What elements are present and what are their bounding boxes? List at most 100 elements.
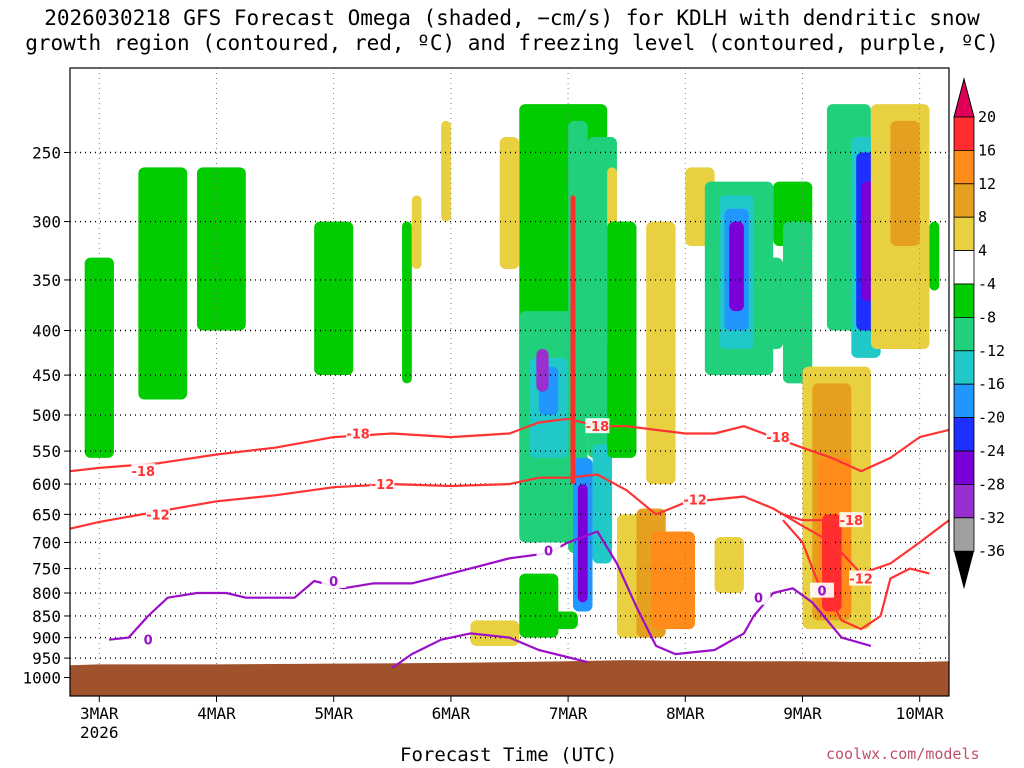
colorbar-label: 4 <box>978 242 987 260</box>
plot-frame <box>69 67 950 697</box>
omega-region <box>548 611 578 630</box>
y-tick-label: 300 <box>32 213 61 232</box>
colorbar-segment <box>953 316 975 352</box>
omega-region <box>536 348 549 392</box>
colorbar-label: 8 <box>978 208 987 226</box>
y-tick-label: 700 <box>32 533 61 552</box>
x-tick-label: 8MAR <box>666 704 705 723</box>
colorbar-label: -8 <box>978 308 996 326</box>
contour-label-bg <box>321 572 346 588</box>
colorbar-segment <box>953 116 975 151</box>
colorbar-segment <box>953 383 975 419</box>
contour-label-bg <box>131 463 156 479</box>
omega-region <box>890 120 920 246</box>
x-tick-label: 10MAR <box>896 704 945 723</box>
contour-label-bg <box>810 582 835 598</box>
contour-label-bg <box>370 476 395 492</box>
contour-label: -18 <box>346 427 370 442</box>
ground-terrain <box>70 660 949 696</box>
contour-label: 0 <box>144 634 153 649</box>
contour-label-bg <box>746 589 771 605</box>
y-tick-label: 900 <box>32 629 61 648</box>
x-tick-label: 7MAR <box>549 704 588 723</box>
x-tick-label: 6MAR <box>432 704 471 723</box>
omega-region <box>714 536 744 594</box>
contour-label: -12 <box>371 478 395 493</box>
omega-region <box>729 221 744 312</box>
omega-region <box>402 221 412 384</box>
colorbar-label: -32 <box>978 509 1005 527</box>
y-tick-label: 650 <box>32 505 61 524</box>
omega-region <box>499 137 520 269</box>
contour-label-bg <box>346 425 371 441</box>
contour-label: -18 <box>132 465 156 480</box>
y-tick-label: 250 <box>32 144 61 163</box>
y-tick-label: 600 <box>32 475 61 494</box>
x-tick-label: 3MAR <box>80 704 119 723</box>
colorbar-segment <box>953 417 975 452</box>
colorbar-segment <box>953 483 975 519</box>
colorbar-bottom-arrow <box>954 551 974 590</box>
y-tick-label: 500 <box>32 406 61 425</box>
colorbar-segment <box>953 450 975 485</box>
omega-region <box>646 221 676 485</box>
contour-label-bg <box>849 570 874 586</box>
colorbar-segment <box>953 517 975 552</box>
x-axis-label: Forecast Time (UTC) <box>400 744 618 766</box>
y-tick-label: 350 <box>32 271 61 290</box>
omega-region <box>84 257 114 458</box>
contour-line <box>782 519 930 631</box>
chart-title: 2026030218 GFS Forecast Omega (shaded, −… <box>0 6 1024 56</box>
contour-line <box>70 417 949 473</box>
contour-line <box>391 632 588 669</box>
contour-label: -18 <box>586 420 610 435</box>
omega-region <box>138 167 188 400</box>
colorbar-segment <box>953 250 975 285</box>
contour-label: -18 <box>766 431 790 446</box>
colorbar-label: -4 <box>978 275 996 293</box>
temperature-contours: -18 -18 -18 -18 -12 -12 -12 -18 -12 0 0 0 0 0 <box>70 417 949 669</box>
omega-region <box>441 120 451 222</box>
x-tick-label: 9MAR <box>783 704 822 723</box>
y-tick-label: 800 <box>32 584 61 603</box>
colorbar-segment <box>953 183 975 218</box>
colorbar-label: -12 <box>978 342 1005 360</box>
omega-region <box>577 484 588 603</box>
contour-label-bg <box>585 418 610 434</box>
contour-label-bg <box>683 491 708 507</box>
x-tick-label: 4MAR <box>197 704 236 723</box>
x-tick-label: 5MAR <box>314 704 353 723</box>
omega-region <box>196 167 246 331</box>
contour-label-bg <box>839 512 864 528</box>
contour-label: -18 <box>840 514 864 529</box>
colorbar-segment <box>953 216 975 251</box>
contour-line <box>782 513 842 522</box>
y-tick-label: 550 <box>32 442 61 461</box>
contour-label-bg <box>766 429 791 445</box>
y-axis: 250 300 350 400 450 500 550 600 650 700 750 800 850 9… <box>22 144 70 688</box>
omega-region <box>782 221 813 384</box>
x-tick-year: 2026 <box>80 723 119 742</box>
colorbar-segment <box>953 283 975 318</box>
omega-region <box>753 257 783 349</box>
y-tick-label: 450 <box>32 366 61 385</box>
colorbar-label: -36 <box>978 542 1005 560</box>
omega-region <box>929 221 940 291</box>
y-tick-label: 850 <box>32 607 61 626</box>
contour-label: 0 <box>544 544 553 559</box>
colorbar: 20 16 12 8 4 -4 -8 -12 -16 -20 -24 -28 -32 -36 <box>953 77 1005 590</box>
credit-link[interactable]: coolwx.com/models <box>826 745 980 763</box>
contour-label-bg <box>536 542 561 558</box>
contour-label: -12 <box>683 494 707 509</box>
ground <box>70 660 949 696</box>
title-line-2: growth region (contoured, red, ºC) and f… <box>25 31 999 55</box>
contour-label: -12 <box>849 573 873 588</box>
title-line-1: 2026030218 GFS Forecast Omega (shaded, −… <box>44 6 980 30</box>
colorbar-segment <box>953 350 975 385</box>
colorbar-label: 12 <box>978 175 996 193</box>
contour-label: 0 <box>329 575 338 590</box>
colorbar-label: 16 <box>978 141 996 159</box>
contour-label: 0 <box>754 592 763 607</box>
